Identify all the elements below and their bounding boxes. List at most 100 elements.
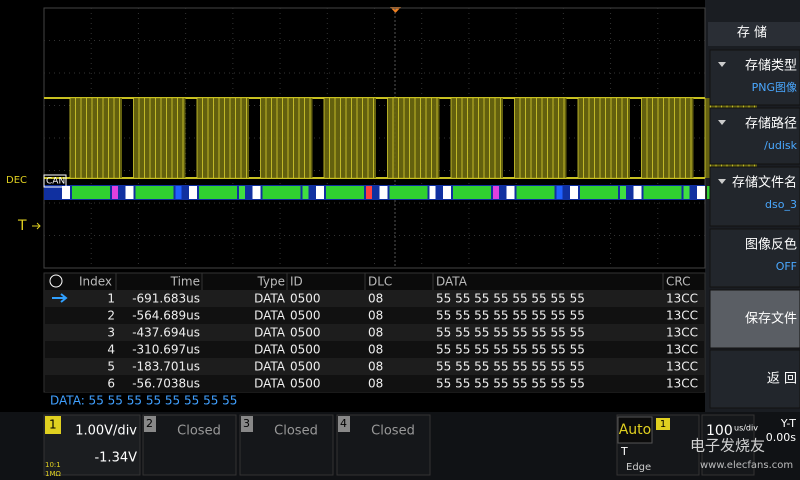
ch1-offset: -1.34V bbox=[94, 451, 137, 466]
table-header: DATA bbox=[436, 275, 468, 289]
table-row[interactable] bbox=[45, 290, 704, 307]
table-cell: 08 bbox=[368, 377, 383, 391]
table-cell: DATA bbox=[254, 343, 286, 357]
table-cell: DATA bbox=[254, 326, 286, 340]
timebase-unit: us/div bbox=[734, 424, 758, 433]
table-cell: 0500 bbox=[290, 360, 321, 374]
table-cell: 13CC bbox=[666, 360, 698, 374]
table-cell: 6 bbox=[107, 377, 115, 391]
menu-value: dso_3 bbox=[765, 198, 797, 211]
table-cell: 55 55 55 55 55 55 55 55 bbox=[436, 360, 585, 374]
decode-crc bbox=[620, 186, 626, 199]
channel-status: Closed bbox=[177, 424, 221, 439]
channel-badge bbox=[144, 416, 156, 432]
decode-data bbox=[262, 186, 301, 199]
table-cell: 08 bbox=[368, 343, 383, 357]
decode-id bbox=[570, 186, 578, 199]
timebase-box[interactable] bbox=[701, 414, 755, 476]
menu-item[interactable] bbox=[709, 166, 800, 227]
table-cell: 3 bbox=[107, 326, 115, 340]
table-cell: 0500 bbox=[290, 377, 321, 391]
channel-box[interactable] bbox=[336, 414, 431, 476]
decode-id bbox=[697, 186, 705, 199]
table-cell: 08 bbox=[368, 326, 383, 340]
trigger-label: T bbox=[620, 445, 628, 458]
table-cell: 13CC bbox=[666, 343, 698, 357]
table-cell: 0500 bbox=[290, 292, 321, 306]
table-row[interactable] bbox=[45, 358, 704, 375]
decode-data bbox=[135, 186, 174, 199]
decode-id bbox=[443, 186, 451, 199]
menu-item[interactable] bbox=[709, 289, 800, 349]
table-row[interactable] bbox=[45, 375, 704, 392]
table-cell: 1 bbox=[107, 292, 115, 306]
table-cell: -183.701us bbox=[132, 360, 200, 374]
menu-item[interactable] bbox=[709, 107, 800, 165]
table-row[interactable] bbox=[45, 324, 704, 341]
table-cell: 55 55 55 55 55 55 55 55 bbox=[436, 309, 585, 323]
waveform-burst bbox=[578, 98, 630, 178]
menu-value: PNG图像 bbox=[752, 81, 797, 94]
table-cell: 08 bbox=[368, 360, 383, 374]
table-cell: 0500 bbox=[290, 326, 321, 340]
channel-box[interactable] bbox=[239, 414, 334, 476]
selected-row-arrow bbox=[52, 293, 68, 303]
decode-data bbox=[516, 186, 555, 199]
trigger-delay: 0.00s bbox=[766, 431, 796, 444]
menu-title: 存 储 bbox=[737, 26, 767, 41]
channel-number: 3 bbox=[243, 417, 250, 430]
channel-box[interactable] bbox=[142, 414, 237, 476]
decode-id bbox=[62, 186, 70, 199]
waveform-burst bbox=[514, 98, 567, 178]
bus-label-box bbox=[43, 174, 67, 188]
menu-dropdown bbox=[718, 179, 726, 184]
decode-crc bbox=[429, 186, 436, 199]
decode-crc bbox=[112, 186, 118, 199]
decode-crc bbox=[302, 186, 309, 199]
decode-crc bbox=[683, 186, 690, 199]
data-line: DATA: 55 55 55 55 55 55 55 55 bbox=[50, 394, 237, 408]
table-cell: 5 bbox=[107, 360, 115, 374]
table-cell: 13CC bbox=[666, 326, 698, 340]
menu-label: 保存文件 bbox=[745, 312, 797, 327]
waveform-burst bbox=[324, 98, 376, 178]
menu-dropdown bbox=[718, 62, 726, 67]
menu-label: 返 回 bbox=[767, 372, 797, 387]
table-row[interactable] bbox=[45, 341, 704, 358]
table-cell: 4 bbox=[107, 343, 115, 357]
watermark-url: www.elecfans.com bbox=[700, 460, 793, 471]
decode-data bbox=[453, 186, 491, 199]
table-cell: DATA bbox=[254, 377, 286, 391]
menu-item[interactable] bbox=[709, 349, 800, 409]
menu-item[interactable] bbox=[709, 228, 800, 288]
table-cell: -564.689us bbox=[132, 309, 200, 323]
channel-badge bbox=[241, 416, 253, 432]
trigger-mode: Auto bbox=[619, 422, 652, 438]
dec-marker: DEC bbox=[6, 175, 27, 186]
trigger-source: 1 bbox=[660, 419, 666, 430]
table-header: DLC bbox=[368, 275, 392, 289]
trigger-arrow bbox=[32, 222, 41, 230]
table-header: ID bbox=[290, 275, 303, 289]
waveform-burst bbox=[70, 98, 122, 178]
decode-id bbox=[506, 186, 515, 199]
decode-crc bbox=[366, 186, 372, 199]
decode-id bbox=[316, 186, 324, 199]
mode-box bbox=[617, 416, 653, 444]
ch1-impedance: 1MΩ bbox=[45, 470, 61, 478]
table-header: CRC bbox=[666, 275, 691, 289]
source-badge bbox=[656, 418, 670, 430]
table-cell: 55 55 55 55 55 55 55 55 bbox=[436, 377, 585, 391]
channel-status: Closed bbox=[274, 424, 318, 439]
decode-data bbox=[326, 186, 364, 199]
menu-item[interactable] bbox=[709, 49, 800, 106]
table-cell: DATA bbox=[254, 292, 286, 306]
waveform-burst bbox=[197, 98, 249, 178]
table-row[interactable] bbox=[45, 307, 704, 324]
table-cell: 13CC bbox=[666, 292, 698, 306]
decode-crc bbox=[556, 186, 563, 199]
channel-status: Closed bbox=[371, 424, 415, 439]
table-cell: 55 55 55 55 55 55 55 55 bbox=[436, 326, 585, 340]
